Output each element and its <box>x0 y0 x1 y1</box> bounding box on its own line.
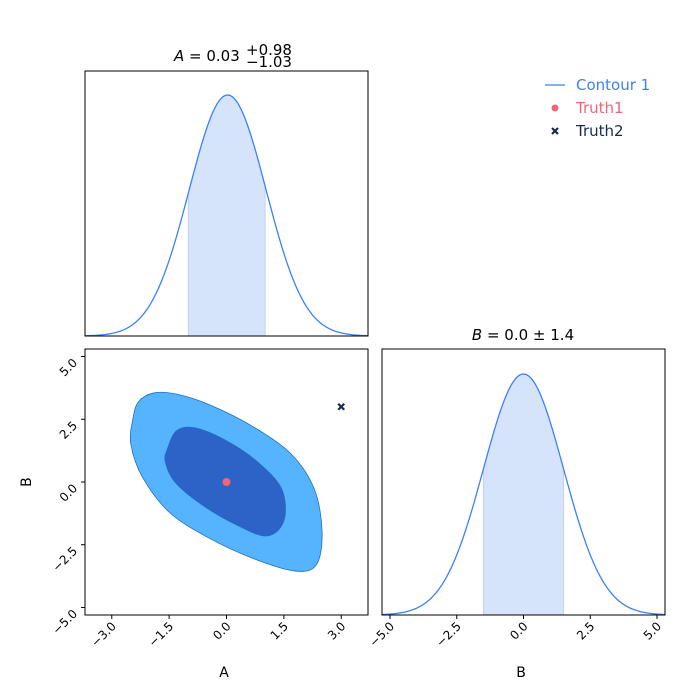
x-tick-label: −5.0 <box>367 619 398 650</box>
x-marker-stroke <box>551 127 559 135</box>
legend-label-truth1: Truth1 <box>575 99 624 117</box>
marginal-b-x-label: B <box>516 665 526 681</box>
marginal-b-x-ticks: −5.0 −2.5 0.0 2.5 5.0 <box>367 615 664 650</box>
joint-panel: −3.0 −1.5 0.0 1.5 3.0 −5.0 −2.5 0.0 2.5 5.0 A B <box>19 348 369 681</box>
x-tick-label: −3.0 <box>88 619 119 650</box>
truth1-marker <box>222 478 231 486</box>
marginal-a-panel: A = 0.03 +0.98 −1.03 <box>84 41 369 337</box>
x-tick-label: 5.0 <box>641 619 664 642</box>
x-tick-label: 3.0 <box>325 619 348 642</box>
joint-x-label: A <box>219 665 229 681</box>
y-tick-label: 5.0 <box>57 356 80 379</box>
x-tick-label: 0.0 <box>210 619 233 642</box>
x-tick-label: 2.5 <box>574 619 597 642</box>
legend-x-swatch <box>551 127 559 135</box>
marginal-b-title: B = 0.0 ± 1.4 <box>472 326 574 344</box>
y-tick-label: 0.0 <box>57 481 80 504</box>
marginal-a-title-plus: +0.98 <box>246 41 292 59</box>
joint-y-label: B <box>19 477 35 487</box>
legend: Contour 1 Truth1 Truth2 <box>545 76 650 140</box>
y-tick-label: −5.0 <box>50 607 81 638</box>
y-tick-label: −2.5 <box>50 544 81 575</box>
legend-label-contour1: Contour 1 <box>576 76 650 94</box>
marginal-b-interval-fill <box>483 373 564 616</box>
marginal-a-curve <box>84 94 369 337</box>
x-marker-stroke <box>337 402 346 411</box>
legend-circle-swatch <box>551 104 559 112</box>
joint-x-ticks: −3.0 −1.5 0.0 1.5 3.0 <box>88 615 348 650</box>
legend-label-truth2: Truth2 <box>575 122 624 140</box>
x-tick-label: 0.0 <box>507 619 530 642</box>
marginal-a-interval-fill <box>187 94 266 337</box>
marginal-b-curve <box>381 373 666 616</box>
marginal-a-frame <box>84 70 369 337</box>
x-tick-label: −2.5 <box>433 619 464 650</box>
y-tick-label: 2.5 <box>57 418 80 441</box>
x-tick-label: −1.5 <box>146 619 177 650</box>
truth2-marker <box>337 402 346 411</box>
x-tick-label: 1.5 <box>268 619 291 642</box>
marginal-a-title-minus: −1.03 <box>246 53 292 71</box>
marginal-a-title: A = 0.03 <box>173 47 240 65</box>
joint-y-ticks: −5.0 −2.5 0.0 2.5 5.0 <box>50 356 85 637</box>
marginal-b-panel: −5.0 −2.5 0.0 2.5 5.0 B = 0.0 ± 1.4 B <box>367 326 666 681</box>
